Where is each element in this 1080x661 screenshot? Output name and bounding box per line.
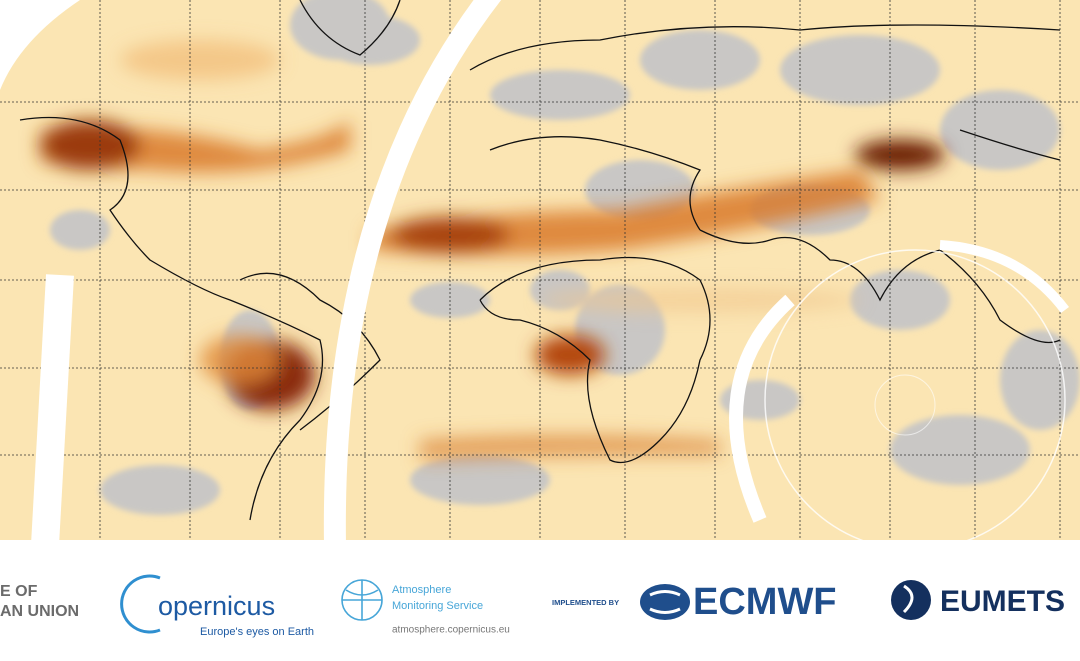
copernicus-tagline: Europe's eyes on Earth (200, 626, 314, 638)
eu-text: AN UNION (0, 603, 79, 620)
eumetsat-icon (891, 580, 931, 620)
implemented-by: IMPLEMENTED BY (552, 598, 619, 607)
ecmwf-text: ECMWF (693, 581, 837, 623)
copernicus-name: opernicus (158, 591, 275, 621)
aerosol-map (0, 0, 1080, 540)
cams-icon (341, 579, 383, 621)
graticule (0, 0, 1080, 540)
decorative-arcs (31, 0, 1069, 540)
logo-strip: E OF AN UNION opernicus Europe's eyes on… (0, 574, 1065, 638)
eumetsat-text: EUMETS (940, 585, 1065, 618)
copernicus-icon (120, 574, 161, 634)
cams-text: Monitoring Service (392, 600, 483, 612)
cams-url: atmosphere.copernicus.eu (392, 625, 510, 636)
eu-text: E OF (0, 583, 38, 600)
corner-mask (0, 0, 80, 90)
coastlines (19, 0, 1061, 521)
cams-text: Atmosphere (392, 584, 451, 596)
ecmwf-icon (640, 584, 690, 620)
